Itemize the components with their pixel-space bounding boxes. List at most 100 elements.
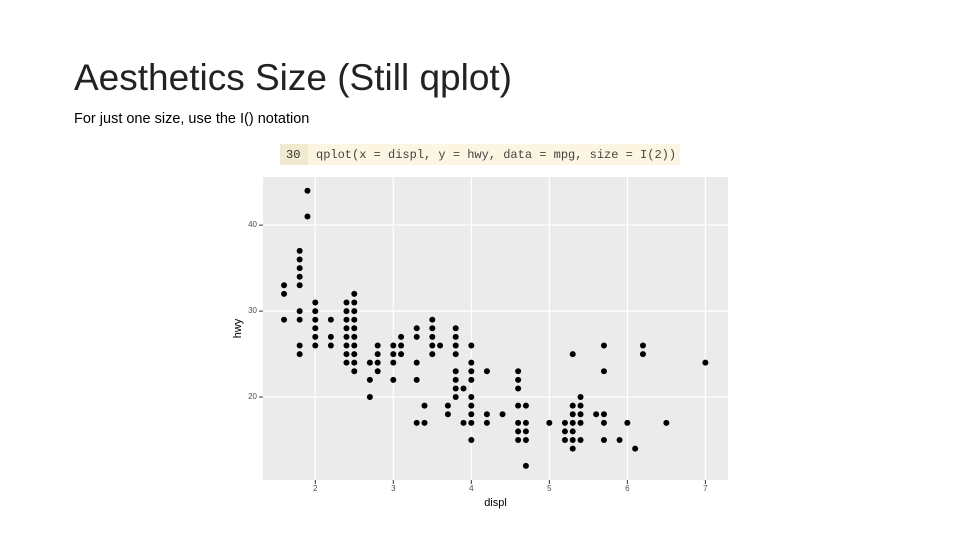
point xyxy=(374,359,381,366)
point xyxy=(577,402,584,409)
point xyxy=(444,402,451,409)
point xyxy=(577,411,584,418)
point xyxy=(296,308,303,315)
code: qplot(x = displ, y = hwy, data = mpg, si… xyxy=(316,148,676,162)
point xyxy=(468,342,475,349)
x-tick-label: 7 xyxy=(703,484,708,493)
point xyxy=(374,368,381,375)
x-tick-label: 5 xyxy=(547,484,552,493)
y-tick-label: 30 xyxy=(248,306,257,315)
point xyxy=(483,419,490,426)
point xyxy=(468,368,475,375)
point xyxy=(327,316,334,323)
point xyxy=(296,342,303,349)
point xyxy=(452,333,459,340)
point xyxy=(281,290,288,297)
point xyxy=(296,273,303,280)
point xyxy=(468,411,475,418)
point xyxy=(343,359,350,366)
point xyxy=(398,342,405,349)
point xyxy=(390,342,397,349)
point xyxy=(600,419,607,426)
point xyxy=(468,376,475,383)
point xyxy=(452,376,459,383)
point xyxy=(561,419,568,426)
point xyxy=(593,411,600,418)
point xyxy=(561,437,568,444)
point xyxy=(351,342,358,349)
point xyxy=(522,402,529,409)
point xyxy=(413,325,420,332)
point xyxy=(351,368,358,375)
point xyxy=(600,368,607,375)
x-axis-label: displ xyxy=(484,497,507,509)
line-number-box xyxy=(280,144,308,165)
point xyxy=(351,351,358,358)
point xyxy=(468,359,475,366)
point xyxy=(413,359,420,366)
slide-title: Aesthetics Size (Still qplot) xyxy=(74,57,512,98)
code-box xyxy=(280,144,680,165)
plot-panel xyxy=(263,177,728,480)
point xyxy=(639,351,646,358)
point xyxy=(366,394,373,401)
point xyxy=(390,359,397,366)
point xyxy=(429,351,436,358)
x-tick-label: 2 xyxy=(313,484,318,493)
point xyxy=(437,342,444,349)
point xyxy=(515,428,522,435)
point xyxy=(390,376,397,383)
point xyxy=(343,299,350,306)
point xyxy=(515,437,522,444)
point xyxy=(515,385,522,392)
point xyxy=(561,428,568,435)
point xyxy=(569,437,576,444)
point xyxy=(304,213,311,220)
x-tick-label: 3 xyxy=(391,484,396,493)
point xyxy=(515,419,522,426)
point xyxy=(312,342,319,349)
point xyxy=(452,385,459,392)
point xyxy=(499,411,506,418)
point xyxy=(577,394,584,401)
point xyxy=(398,351,405,358)
point xyxy=(366,359,373,366)
point xyxy=(421,402,428,409)
code-line-number: 30 xyxy=(286,148,300,162)
point xyxy=(327,333,334,340)
point xyxy=(444,411,451,418)
point xyxy=(312,308,319,315)
point xyxy=(663,419,670,426)
point xyxy=(632,445,639,452)
y-tick-label: 40 xyxy=(248,220,257,229)
point xyxy=(351,325,358,332)
point xyxy=(429,325,436,332)
point xyxy=(569,445,576,452)
point xyxy=(639,342,646,349)
point xyxy=(351,308,358,315)
point xyxy=(429,333,436,340)
point xyxy=(343,342,350,349)
point xyxy=(569,411,576,418)
point xyxy=(624,419,631,426)
point xyxy=(577,419,584,426)
point xyxy=(296,265,303,272)
point xyxy=(515,368,522,375)
point xyxy=(460,385,467,392)
point xyxy=(351,290,358,297)
point xyxy=(460,419,467,426)
point xyxy=(468,402,475,409)
point xyxy=(483,411,490,418)
point xyxy=(468,419,475,426)
point xyxy=(281,316,288,323)
point xyxy=(413,333,420,340)
point xyxy=(343,351,350,358)
point xyxy=(452,368,459,375)
point xyxy=(296,247,303,254)
point xyxy=(374,342,381,349)
point xyxy=(390,351,397,358)
y-axis-label: hwy xyxy=(232,318,244,338)
y-tick-label: 20 xyxy=(248,392,257,401)
point xyxy=(452,342,459,349)
point xyxy=(452,394,459,401)
